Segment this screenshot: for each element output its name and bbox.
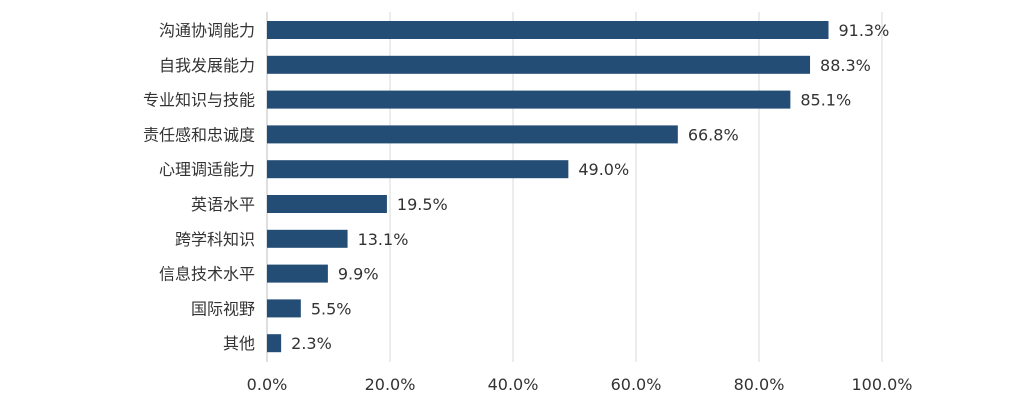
- x-tick-label: 40.0%: [488, 375, 539, 394]
- data-label: 49.0%: [578, 160, 629, 179]
- category-label: 其他: [223, 334, 255, 353]
- data-label: 91.3%: [838, 21, 889, 40]
- bar: [267, 55, 811, 74]
- bar: [267, 264, 328, 283]
- category-label: 心理调适能力: [159, 160, 255, 179]
- data-label: 88.3%: [820, 56, 871, 75]
- bar: [267, 299, 301, 318]
- bar: [267, 229, 348, 248]
- bar: [267, 195, 387, 213]
- category-label: 国际视野: [191, 299, 255, 318]
- category-label: 专业知识与技能: [143, 91, 255, 110]
- data-label: 9.9%: [338, 265, 379, 284]
- category-label: 责任感和忠诚度: [143, 125, 255, 144]
- data-label: 13.1%: [358, 230, 409, 249]
- category-label: 信息技术水平: [159, 265, 255, 284]
- bar: [267, 21, 829, 39]
- x-tick-label: 0.0%: [247, 375, 288, 394]
- bar: [267, 160, 569, 179]
- bar: [267, 334, 282, 353]
- data-label: 5.5%: [311, 299, 352, 318]
- category-label: 自我发展能力: [159, 56, 255, 75]
- x-tick-label: 100.0%: [851, 375, 912, 394]
- category-label: 跨学科知识: [175, 230, 255, 249]
- category-label: 沟通协调能力: [159, 21, 255, 40]
- x-tick-label: 80.0%: [734, 375, 785, 394]
- category-label: 英语水平: [191, 195, 255, 214]
- bar: [267, 90, 791, 109]
- x-tick-label: 20.0%: [365, 375, 416, 394]
- data-label: 85.1%: [800, 91, 851, 110]
- bar: [267, 125, 678, 144]
- data-label: 2.3%: [291, 334, 332, 353]
- data-label: 66.8%: [688, 125, 739, 144]
- data-label: 19.5%: [397, 195, 448, 214]
- x-tick-label: 60.0%: [611, 375, 662, 394]
